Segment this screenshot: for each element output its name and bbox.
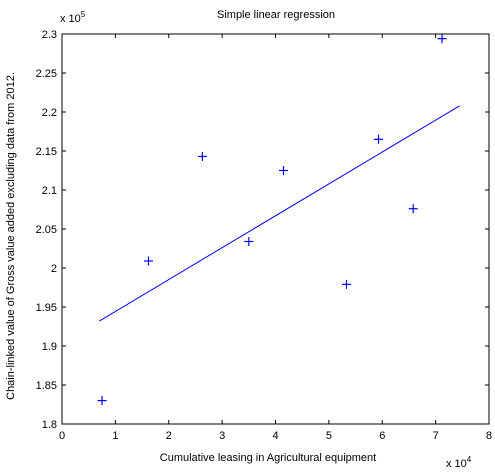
data-point-marker	[437, 34, 447, 44]
x-multiplier-base: x 10	[446, 458, 467, 470]
y-axis-multiplier: x 105	[60, 10, 86, 25]
y-tick-label: 2.25	[36, 68, 57, 80]
x-tick-label: 0	[59, 430, 65, 442]
x-axis-multiplier: x 104	[446, 455, 472, 470]
y-tick-label: 2.1	[42, 185, 57, 197]
regression-line-group	[99, 105, 460, 322]
data-point-marker	[408, 204, 418, 214]
y-tick-label: 2.3	[42, 29, 57, 41]
x-axis-title: Cumulative leasing in Agricultural equip…	[160, 452, 376, 464]
y-axis-ticks: 1.8 1.85 1.9 1.95 2 2.05 2.1 2.15 2.2 2.25 2.3	[36, 29, 489, 431]
x-tick-label: 7	[433, 430, 439, 442]
y-tick-label: 1.85	[36, 380, 57, 392]
y-multiplier-base: x 10	[60, 13, 81, 25]
x-tick-label: 6	[379, 430, 385, 442]
plot-area-border	[61, 33, 490, 425]
regression-line	[99, 105, 460, 322]
y-tick-label: 1.95	[36, 302, 57, 314]
x-multiplier-exponent: 4	[467, 455, 472, 464]
x-tick-label: 3	[219, 430, 225, 442]
data-point-marker	[197, 151, 207, 161]
x-tick-label: 5	[326, 430, 332, 442]
data-point-marker	[143, 256, 153, 266]
y-tick-label: 2.2	[42, 107, 57, 119]
data-point-marker	[97, 396, 107, 406]
data-point-marker	[244, 236, 254, 246]
y-axis-title: Chain-linked value of Gross value added …	[5, 72, 17, 400]
chart-title: Simple linear regression	[217, 9, 335, 21]
y-tick-label: 2	[51, 263, 57, 275]
y-tick-label: 1.8	[42, 419, 57, 431]
data-point-marker	[374, 134, 384, 144]
data-point-marker	[341, 279, 351, 289]
x-tick-label: 4	[272, 430, 278, 442]
y-tick-label: 2.05	[36, 224, 57, 236]
y-tick-label: 1.9	[42, 341, 57, 353]
y-tick-label: 2.15	[36, 146, 57, 158]
x-tick-label: 2	[166, 430, 172, 442]
data-point-marker	[279, 166, 289, 175]
x-tick-label: 8	[486, 430, 492, 442]
plot-frame	[61, 33, 490, 425]
x-axis-ticks: 0 1 2 3 4 5 6 7 8	[59, 34, 492, 442]
data-points	[97, 34, 447, 406]
x-tick-label: 1	[112, 430, 118, 442]
y-multiplier-exponent: 5	[81, 10, 86, 19]
